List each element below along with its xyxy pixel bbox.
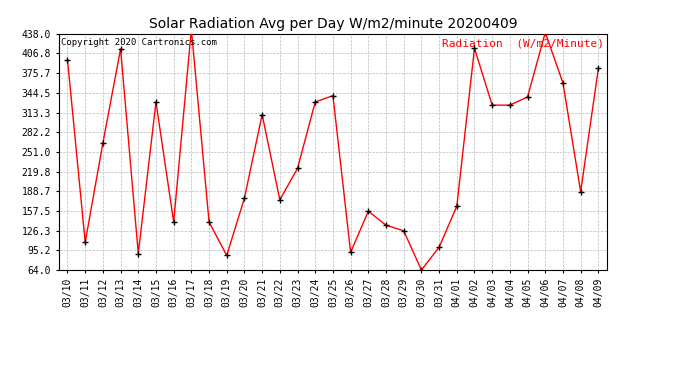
Text: Copyright 2020 Cartronics.com: Copyright 2020 Cartronics.com (61, 39, 217, 48)
Title: Solar Radiation Avg per Day W/m2/minute 20200409: Solar Radiation Avg per Day W/m2/minute … (148, 17, 518, 31)
Text: Radiation  (W/m2/Minute): Radiation (W/m2/Minute) (442, 39, 604, 48)
